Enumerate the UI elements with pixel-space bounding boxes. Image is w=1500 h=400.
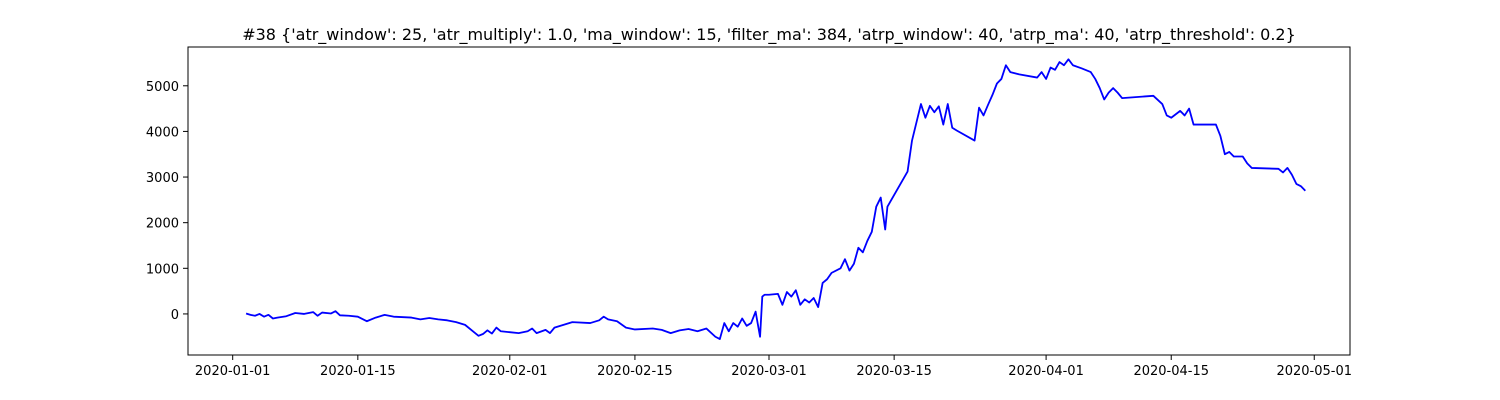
x-tick-label: 2020-02-01 <box>472 364 548 379</box>
y-tick-label: 4000 <box>146 125 179 140</box>
x-tick-label: 2020-05-01 <box>1276 364 1352 379</box>
x-tick-label: 2020-04-01 <box>1008 364 1084 379</box>
chart-title: #38 {'atr_window': 25, 'atr_multiply': 1… <box>242 25 1296 45</box>
y-tick-label: 0 <box>171 308 179 323</box>
series-line-0 <box>245 58 1306 340</box>
x-tick-label: 2020-03-01 <box>731 364 807 379</box>
x-tick-label: 2020-03-15 <box>856 364 932 379</box>
y-tick-label: 3000 <box>146 171 179 186</box>
plot-frame <box>187 46 1351 356</box>
y-tick-label: 2000 <box>146 217 179 232</box>
x-tick-label: 2020-01-15 <box>320 364 396 379</box>
x-tick-label: 2020-01-01 <box>195 364 271 379</box>
y-tick-label: 1000 <box>146 262 179 277</box>
y-tick-label: 5000 <box>146 80 179 95</box>
plot-area: 2020-01-01 2020-01-15 2020-02-01 2020-02-15… <box>146 46 1352 379</box>
x-tick-label: 2020-02-15 <box>597 364 673 379</box>
x-tick-label: 2020-04-15 <box>1133 364 1209 379</box>
